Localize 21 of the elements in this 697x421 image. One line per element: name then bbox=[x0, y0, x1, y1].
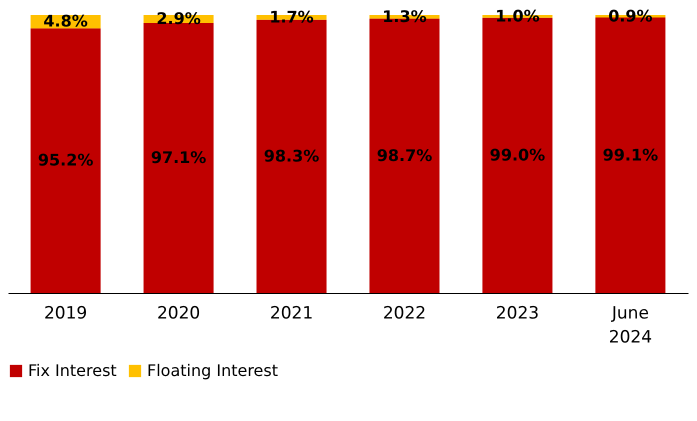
data-label: 98.7% bbox=[376, 146, 432, 165]
bar bbox=[144, 23, 214, 293]
legend-label: Fix Interest bbox=[28, 361, 117, 380]
data-label: 98.3% bbox=[264, 146, 320, 166]
data-label: 1.0% bbox=[495, 6, 540, 26]
data-label: 99.0% bbox=[490, 145, 546, 164]
data-label: 4.8% bbox=[43, 12, 88, 31]
data-label: 97.1% bbox=[150, 148, 206, 168]
data-label: 99.1% bbox=[602, 145, 658, 164]
x-tick-label: 2020 bbox=[156, 304, 200, 324]
data-label: 0.9% bbox=[608, 6, 653, 26]
x-tick-label: 2021 bbox=[270, 304, 314, 324]
data-label: 95.2% bbox=[38, 150, 94, 170]
x-tick-label: 2023 bbox=[496, 304, 540, 324]
x-tick-label: 2019 bbox=[44, 304, 88, 324]
x-tick-label: 2022 bbox=[382, 304, 426, 324]
data-label: 2.9% bbox=[156, 9, 201, 28]
bar bbox=[30, 28, 101, 293]
x-tick-label: June 2024 bbox=[608, 304, 652, 348]
data-label: 1.3% bbox=[382, 6, 427, 26]
legend-label: Floating Interest bbox=[147, 361, 278, 380]
